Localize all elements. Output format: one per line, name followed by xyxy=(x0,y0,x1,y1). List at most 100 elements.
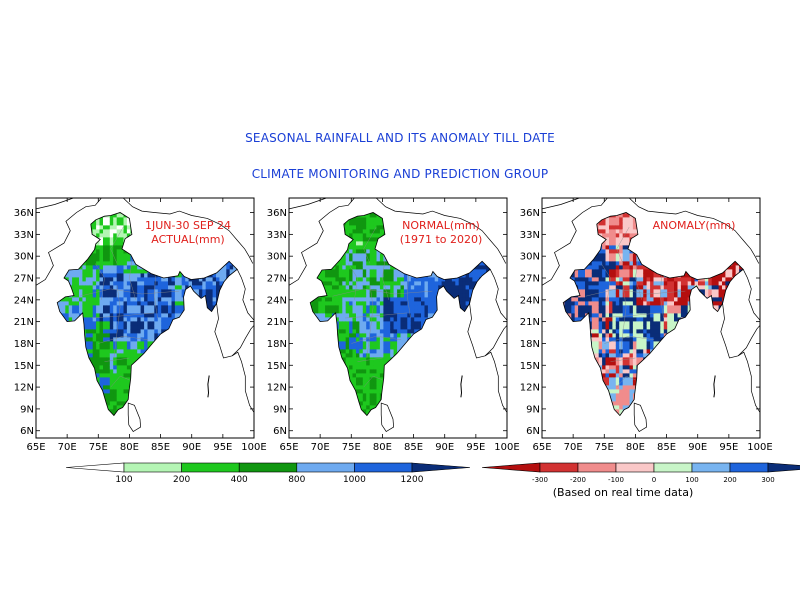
lon-tick-label: 80E xyxy=(373,442,392,453)
lat-tick-label: 21N xyxy=(267,317,287,328)
lat-tick-label: 6N xyxy=(20,426,34,437)
colorbar-swatch xyxy=(354,462,413,473)
colorbar-label: 100 xyxy=(115,475,132,485)
lat-tick-label: 12N xyxy=(267,383,287,394)
sri-lanka-outline xyxy=(127,402,141,432)
lat-tick-label: 24N xyxy=(14,295,34,306)
lat-tick-label: 33N xyxy=(520,230,540,241)
lat-tick-label: 27N xyxy=(14,274,34,285)
lon-tick-label: 80E xyxy=(626,442,645,453)
colorbar-label: 100 xyxy=(685,476,698,484)
colorbar-high-triangle xyxy=(411,462,471,473)
lon-tick-label: 95E xyxy=(213,442,232,453)
lat-tick-label: 27N xyxy=(520,274,540,285)
colorbar-label: 1000 xyxy=(343,475,366,485)
lon-tick-label: 85E xyxy=(404,442,423,453)
colorbar-label: 200 xyxy=(173,475,190,485)
lon-tick-label: 100E xyxy=(494,442,519,453)
colorbar-swatch xyxy=(577,462,617,473)
lat-tick-label: 30N xyxy=(267,252,287,263)
lat-tick-label: 9N xyxy=(273,404,287,415)
lon-tick-label: 95E xyxy=(466,442,485,453)
lon-tick-label: 90E xyxy=(182,442,201,453)
colorbar-swatch xyxy=(539,462,579,473)
lon-tick-label: 80E xyxy=(120,442,139,453)
rainfall-field xyxy=(563,212,744,416)
andaman-islands xyxy=(713,375,716,398)
sri-lanka-outline xyxy=(380,402,394,432)
colorbar-label: 0 xyxy=(652,476,656,484)
lat-tick-label: 15N xyxy=(267,361,287,372)
sri-lanka-outline xyxy=(633,402,647,432)
colorbar-high-triangle xyxy=(767,462,800,473)
colorbar-low-triangle xyxy=(481,462,541,473)
lon-tick-label: 85E xyxy=(657,442,676,453)
figure-subtitle: CLIMATE MONITORING AND PREDICTION GROUP xyxy=(251,167,549,181)
panel-label: ACTUAL(mm) xyxy=(151,233,224,246)
colorbar-swatch xyxy=(653,462,693,473)
lat-tick-label: 36N xyxy=(520,208,540,219)
lon-tick-label: 70E xyxy=(564,442,583,453)
lat-tick-label: 33N xyxy=(267,230,287,241)
lon-tick-label: 90E xyxy=(688,442,707,453)
colorbar-label: -100 xyxy=(608,476,624,484)
lat-tick-label: 33N xyxy=(14,230,34,241)
lat-tick-label: 24N xyxy=(267,295,287,306)
panel-label: (1971 to 2020) xyxy=(400,233,483,246)
colorbar-swatch xyxy=(729,462,769,473)
colorbar-swatch xyxy=(691,462,731,473)
lon-tick-label: 70E xyxy=(58,442,77,453)
rainfall-colorbar: 100 200 400 800 1000 1200 xyxy=(65,462,471,485)
andaman-islands xyxy=(207,375,210,398)
lat-tick-label: 18N xyxy=(520,339,540,350)
lon-tick-label: 75E xyxy=(342,442,361,453)
lat-tick-label: 18N xyxy=(267,339,287,350)
colorbar-label: 200 xyxy=(723,476,736,484)
india-outline xyxy=(56,212,238,417)
lon-tick-label: 70E xyxy=(311,442,330,453)
andaman-islands xyxy=(460,375,463,398)
lat-tick-label: 30N xyxy=(520,252,540,263)
colorbar-swatch xyxy=(181,462,240,473)
lon-tick-label: 75E xyxy=(595,442,614,453)
colorbar-label: 300 xyxy=(761,476,774,484)
lat-tick-label: 9N xyxy=(526,404,540,415)
lat-tick-label: 15N xyxy=(14,361,34,372)
colorbar-label: 400 xyxy=(231,475,248,485)
panel-label: ANOMALY(mm) xyxy=(653,219,736,232)
map-frame xyxy=(541,197,761,439)
map-frame xyxy=(288,197,508,439)
anomaly-colorbar: -300 -200 -100 0 100 200 300 (Based on real tim… xyxy=(481,462,800,499)
lon-tick-label: 65E xyxy=(279,442,298,453)
panel-label: 1JUN-30 SEP 24 xyxy=(145,219,231,232)
lon-tick-label: 65E xyxy=(26,442,45,453)
map-panel-1: 36N 33N 30N 27N 24N 21N 18N 15N 12N 9N 6N 65E 70E 75E… xyxy=(14,197,267,453)
lat-tick-label: 6N xyxy=(273,426,287,437)
lat-tick-label: 12N xyxy=(14,383,34,394)
colorbar-swatch xyxy=(296,462,355,473)
colorbar-swatch xyxy=(123,462,182,473)
lat-tick-label: 27N xyxy=(267,274,287,285)
lon-tick-label: 100E xyxy=(747,442,772,453)
india-outline xyxy=(309,212,491,417)
lat-tick-label: 12N xyxy=(520,383,540,394)
colorbar-label: -200 xyxy=(570,476,586,484)
lat-tick-label: 30N xyxy=(14,252,34,263)
lat-tick-label: 36N xyxy=(267,208,287,219)
lat-tick-label: 18N xyxy=(14,339,34,350)
panel-label: NORMAL(mm) xyxy=(402,219,480,232)
lat-tick-label: 6N xyxy=(526,426,540,437)
lon-tick-label: 100E xyxy=(241,442,266,453)
lon-tick-label: 65E xyxy=(532,442,551,453)
colorbar-label: -300 xyxy=(532,476,548,484)
lat-tick-label: 9N xyxy=(20,404,34,415)
colorbar-swatch xyxy=(238,462,298,473)
india-outline xyxy=(562,212,744,417)
colorbar-label: 1200 xyxy=(401,475,424,485)
colorbar-note: (Based on real time data) xyxy=(553,486,694,499)
lon-tick-label: 75E xyxy=(89,442,108,453)
lat-tick-label: 24N xyxy=(520,295,540,306)
lon-tick-label: 85E xyxy=(151,442,170,453)
lat-tick-label: 21N xyxy=(520,317,540,328)
